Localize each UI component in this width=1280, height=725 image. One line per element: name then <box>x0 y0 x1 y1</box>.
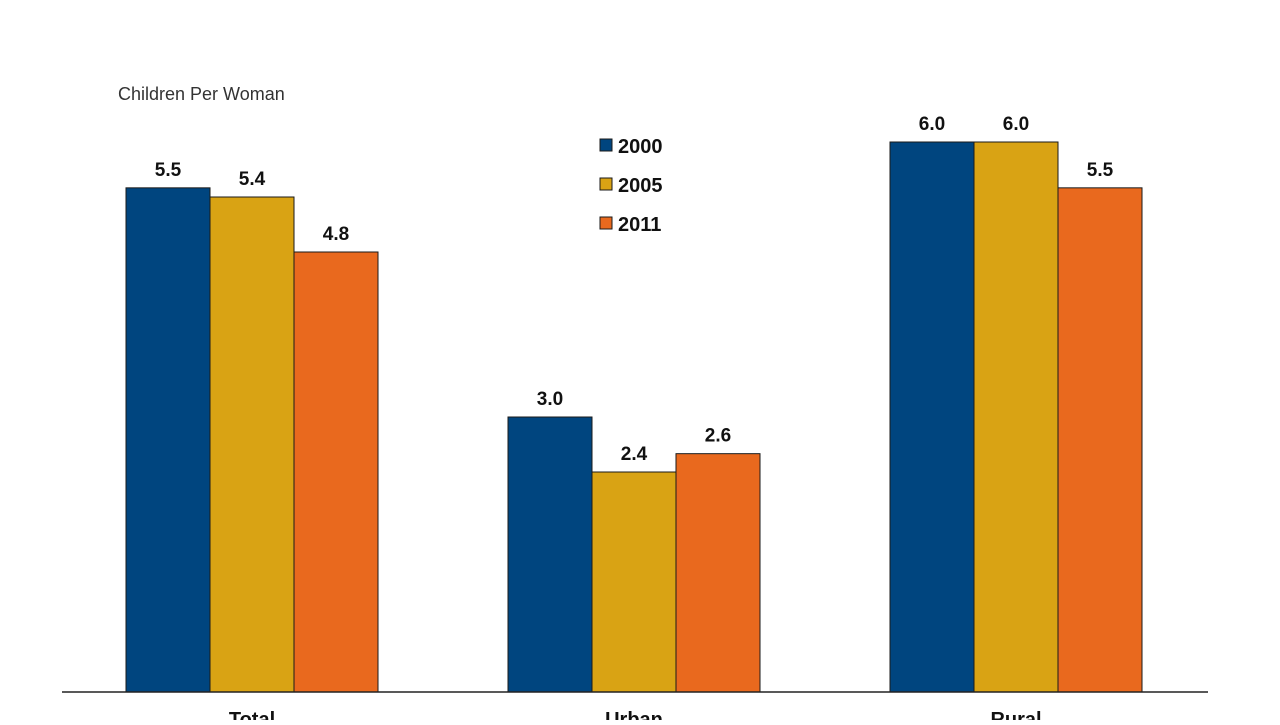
bar-rural-2011 <box>1057 187 1143 693</box>
legend: 2000 2005 2011 <box>599 136 663 236</box>
value-label-rural-2000: 6.0 <box>919 114 945 135</box>
legend-label-2011: 2011 <box>618 214 661 236</box>
bar-rural-2005 <box>973 141 1059 693</box>
category-labels-group: Total Urban Rural <box>229 709 1042 725</box>
value-label-total-2005: 5.4 <box>239 169 266 190</box>
bar-urban-2000 <box>507 416 593 693</box>
bar-urban-2011 <box>675 453 761 693</box>
bar-total-2000 <box>125 187 211 693</box>
category-label-urban: Urban <box>605 709 663 720</box>
value-labels-group: 5.5 5.4 4.8 3.0 2.4 2.6 6.0 6.0 5.5 <box>155 114 1114 465</box>
bar-urban-2005 <box>591 471 677 693</box>
category-label-total: Total <box>229 709 275 720</box>
bar-total-2011 <box>293 251 379 693</box>
value-label-urban-2000: 3.0 <box>537 389 563 410</box>
y-axis-label: Children Per Woman <box>118 84 285 104</box>
value-label-rural-2011: 5.5 <box>1087 160 1114 181</box>
legend-swatch-2011 <box>599 216 613 230</box>
bars-group <box>125 141 1143 693</box>
value-label-urban-2005: 2.4 <box>621 444 648 465</box>
bar-rural-2000 <box>889 141 975 693</box>
value-label-urban-2011: 2.6 <box>705 426 731 447</box>
legend-swatch-2000 <box>599 138 613 152</box>
legend-label-2005: 2005 <box>618 175 663 197</box>
bar-total-2005 <box>209 196 295 693</box>
legend-label-2000: 2000 <box>618 136 663 158</box>
value-label-total-2000: 5.5 <box>155 160 182 181</box>
category-label-rural: Rural <box>990 709 1041 720</box>
legend-swatch-2005 <box>599 177 613 191</box>
value-label-rural-2005: 6.0 <box>1003 114 1029 135</box>
value-label-total-2011: 4.8 <box>323 224 349 245</box>
